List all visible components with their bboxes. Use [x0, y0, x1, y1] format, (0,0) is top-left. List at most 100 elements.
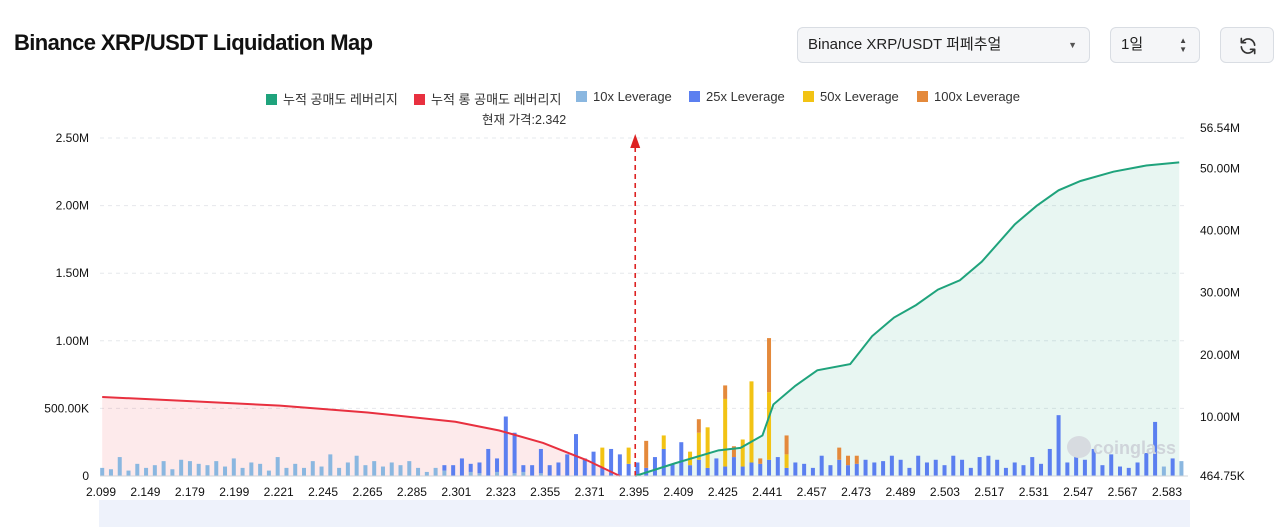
bar-segment — [705, 427, 710, 468]
bar-segment — [1100, 465, 1105, 476]
bar-segment — [495, 471, 500, 476]
bar-segment — [696, 459, 701, 476]
bar-segment — [538, 473, 543, 476]
x-tick-label: 2.547 — [1063, 485, 1093, 499]
bar-segment — [1161, 466, 1166, 476]
bar-segment — [810, 467, 815, 476]
bar-segment — [161, 461, 166, 476]
cum-long-line — [102, 395, 621, 477]
cum-short-line — [634, 161, 1180, 477]
bar-segment — [609, 448, 614, 476]
bar-segment — [416, 467, 421, 476]
x-tick-label: 2.425 — [708, 485, 738, 499]
bar-segment — [126, 470, 131, 476]
bar-segment — [135, 463, 140, 476]
y-left-tick-label: 1.00M — [56, 334, 89, 348]
bar-segment — [319, 466, 324, 476]
bar-segment — [1056, 415, 1061, 476]
bar-segment — [942, 465, 947, 476]
bar-segment — [144, 467, 149, 476]
bar-segment — [661, 448, 666, 476]
bar-segment — [556, 462, 561, 476]
bar-segment — [407, 461, 412, 476]
x-tick-label: 2.567 — [1108, 485, 1138, 499]
bar-segment — [108, 469, 113, 476]
x-tick-label: 2.199 — [219, 485, 249, 499]
bar-segment — [679, 442, 684, 476]
bar-segment — [740, 439, 745, 467]
legend-item-cum-short[interactable]: 누적 공매도 레버리지 — [266, 89, 398, 108]
bar-segment — [424, 471, 429, 476]
bar-segment — [196, 463, 201, 476]
legend-item-cum-long[interactable]: 누적 롱 공매도 레버리지 — [414, 89, 561, 108]
legend-label: 50x Leverage — [820, 89, 899, 104]
y-left-tick-label: 1.50M — [56, 266, 89, 280]
x-tick-label: 2.583 — [1152, 485, 1182, 499]
legend-item-50x[interactable]: 50x Leverage — [803, 89, 899, 104]
refresh-button[interactable] — [1220, 27, 1274, 63]
bar-segment — [240, 467, 245, 476]
bar-segment — [670, 463, 675, 476]
bar-segment — [530, 465, 535, 476]
bar-segment — [968, 467, 973, 476]
x-tick-label: 2.323 — [486, 485, 516, 499]
x-tick-label: 2.179 — [175, 485, 205, 499]
bar-segment — [538, 448, 543, 474]
bar-segment — [1074, 455, 1079, 476]
bar-segment — [933, 459, 938, 476]
bar-segment — [688, 465, 693, 476]
bar-segment — [293, 463, 298, 476]
bar-segment — [731, 446, 736, 458]
bar-segment — [512, 473, 517, 476]
coinglass-logo-icon — [1067, 436, 1091, 458]
y-right-tick-label: 50.00M — [1200, 162, 1240, 176]
bar-segment — [600, 447, 605, 468]
symbol-select[interactable]: Binance XRP/USDT 퍼페추얼 ▼ — [797, 27, 1090, 63]
bar-segment — [372, 461, 377, 476]
bar-segment — [521, 471, 526, 476]
bar-segment — [214, 461, 219, 476]
bar-segment — [302, 467, 306, 476]
refresh-icon — [1240, 37, 1256, 55]
zoom-scrollbar[interactable] — [99, 500, 1190, 527]
legend-swatch — [576, 91, 587, 102]
bar-segment — [714, 458, 719, 476]
bar-segment — [846, 455, 850, 466]
bar-segment — [767, 338, 772, 393]
bar-segment — [565, 454, 570, 476]
legend-item-25x[interactable]: 25x Leverage — [689, 89, 785, 104]
x-tick-label: 2.441 — [752, 485, 782, 499]
bar-segment — [819, 455, 824, 476]
bar-segment — [337, 467, 342, 476]
bar-segment — [284, 467, 289, 476]
bar-segment — [723, 466, 728, 476]
bar-segment — [1030, 457, 1035, 476]
x-tick-label: 2.517 — [974, 485, 1004, 499]
bar-segment — [617, 454, 622, 476]
bar-segment — [846, 465, 850, 476]
bar-segment — [1135, 462, 1140, 476]
bar-segment — [652, 457, 657, 476]
bar-segment — [459, 458, 464, 476]
legend-item-10x[interactable]: 10x Leverage — [576, 89, 672, 104]
bar-segment — [345, 462, 350, 476]
bar-segment — [837, 459, 842, 476]
bar-segment — [881, 461, 886, 476]
bar-segment — [223, 466, 228, 476]
x-tick-label: 2.245 — [308, 485, 338, 499]
legend-item-100x[interactable]: 100x Leverage — [917, 89, 1020, 104]
interval-select[interactable]: 1일 ▲ ▼ — [1110, 27, 1200, 63]
y-left-tick-label: 0 — [82, 469, 89, 483]
bar-segment — [363, 465, 368, 476]
bar-segment — [740, 466, 745, 476]
bar-segment — [863, 459, 868, 476]
bar-segment — [749, 462, 754, 476]
x-tick-label: 2.301 — [441, 485, 471, 499]
x-tick-label: 2.221 — [264, 485, 294, 499]
cum-short-area — [635, 162, 1180, 476]
bar-segment — [433, 467, 438, 476]
bar-segment — [784, 467, 789, 476]
bar-segment — [1012, 462, 1017, 476]
bar-segment — [1126, 467, 1131, 476]
bar-segment — [600, 467, 605, 476]
